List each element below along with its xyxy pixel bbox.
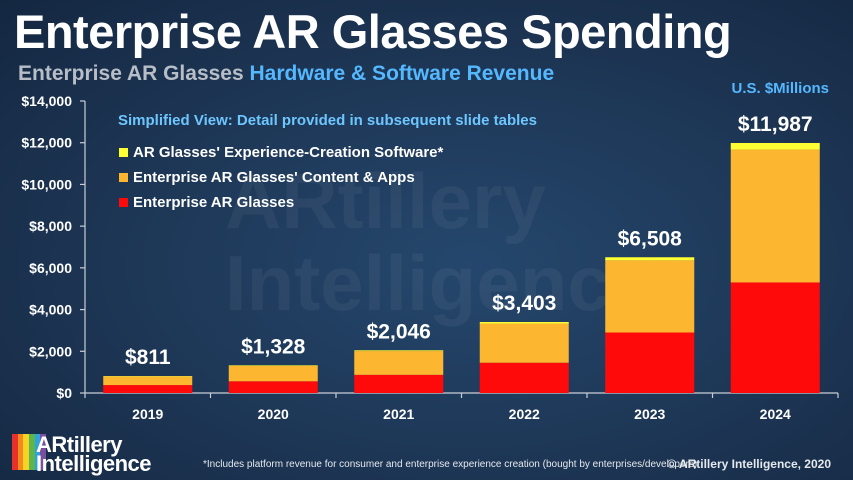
bar-segment-1: [354, 374, 444, 393]
footnote: *Includes platform revenue for consumer …: [203, 459, 698, 470]
data-label-total: $11,987: [738, 113, 813, 136]
legend-swatch: [119, 198, 128, 207]
page-subtitle: Enterprise AR Glasses Hardware & Softwar…: [18, 62, 554, 86]
bar-segment-1: [730, 282, 820, 393]
chart-annotation: Simplified View: Detail provided in subs…: [118, 112, 537, 129]
bar-segment-1: [605, 332, 695, 393]
bar-segment-1: [228, 381, 318, 393]
y-tick-label: $10,000: [21, 176, 72, 192]
data-label-total: $2,046: [367, 320, 431, 343]
bar-segment-2: [228, 365, 318, 382]
bar-segment-3: [730, 142, 820, 150]
bar-segment-1: [103, 385, 193, 393]
bar-segment-3: [479, 322, 569, 324]
x-tick-label: 2022: [509, 406, 540, 422]
legend-swatch: [119, 148, 128, 157]
bar-segment-3: [354, 350, 444, 352]
x-tick-label: 2020: [258, 406, 289, 422]
watermark-line2: Intelligence: [225, 239, 654, 327]
bar-segment-2: [605, 260, 695, 333]
x-tick-label: 2024: [760, 406, 791, 422]
y-tick-label: $8,000: [29, 218, 72, 234]
y-tick-label: $14,000: [21, 93, 72, 109]
watermark-line1: ARtillery: [225, 157, 546, 245]
legend-label: Enterprise AR Glasses' Content & Apps: [133, 169, 415, 186]
data-label-total: $6,508: [618, 227, 683, 250]
logo-text-line2: Intelligence: [36, 451, 152, 476]
y-tick-label: $6,000: [29, 260, 72, 276]
bar-segment-1: [479, 362, 569, 393]
logo-text-line1: ARtillery: [36, 432, 122, 457]
artillery-logo: ARtillery Intelligence: [12, 432, 182, 476]
bar-segment-2: [479, 323, 569, 363]
data-label-total: $3,403: [492, 292, 556, 315]
subtitle-part1: Enterprise AR Glasses: [18, 62, 244, 85]
y-tick-label: $2,000: [29, 343, 72, 359]
units-label: U.S. $Millions: [731, 80, 829, 97]
bar-segment-3: [605, 257, 695, 261]
y-tick-label: $12,000: [21, 135, 72, 151]
x-tick-label: 2023: [634, 406, 665, 422]
legend-swatch: [119, 173, 128, 182]
bar-segment-3: [228, 365, 318, 366]
data-label-total: $811: [125, 346, 171, 369]
legend-label: AR Glasses' Experience-Creation Software…: [133, 144, 444, 161]
bar-segment-2: [103, 376, 193, 386]
logo-rainbow-icon: [12, 434, 47, 470]
bar-segment-2: [730, 149, 820, 283]
x-tick-label: 2021: [383, 406, 414, 422]
y-tick-label: $4,000: [29, 302, 72, 318]
subtitle-part2: Hardware & Software Revenue: [249, 62, 555, 85]
y-tick-label: $0: [56, 385, 72, 401]
page-title: Enterprise AR Glasses Spending: [14, 5, 732, 58]
legend-label: Enterprise AR Glasses: [133, 194, 294, 211]
copyright: © ARtillery Intelligence, 2020: [667, 457, 831, 471]
data-label-total: $1,328: [241, 335, 306, 358]
x-tick-label: 2019: [132, 406, 163, 422]
bar-segment-2: [354, 351, 444, 375]
